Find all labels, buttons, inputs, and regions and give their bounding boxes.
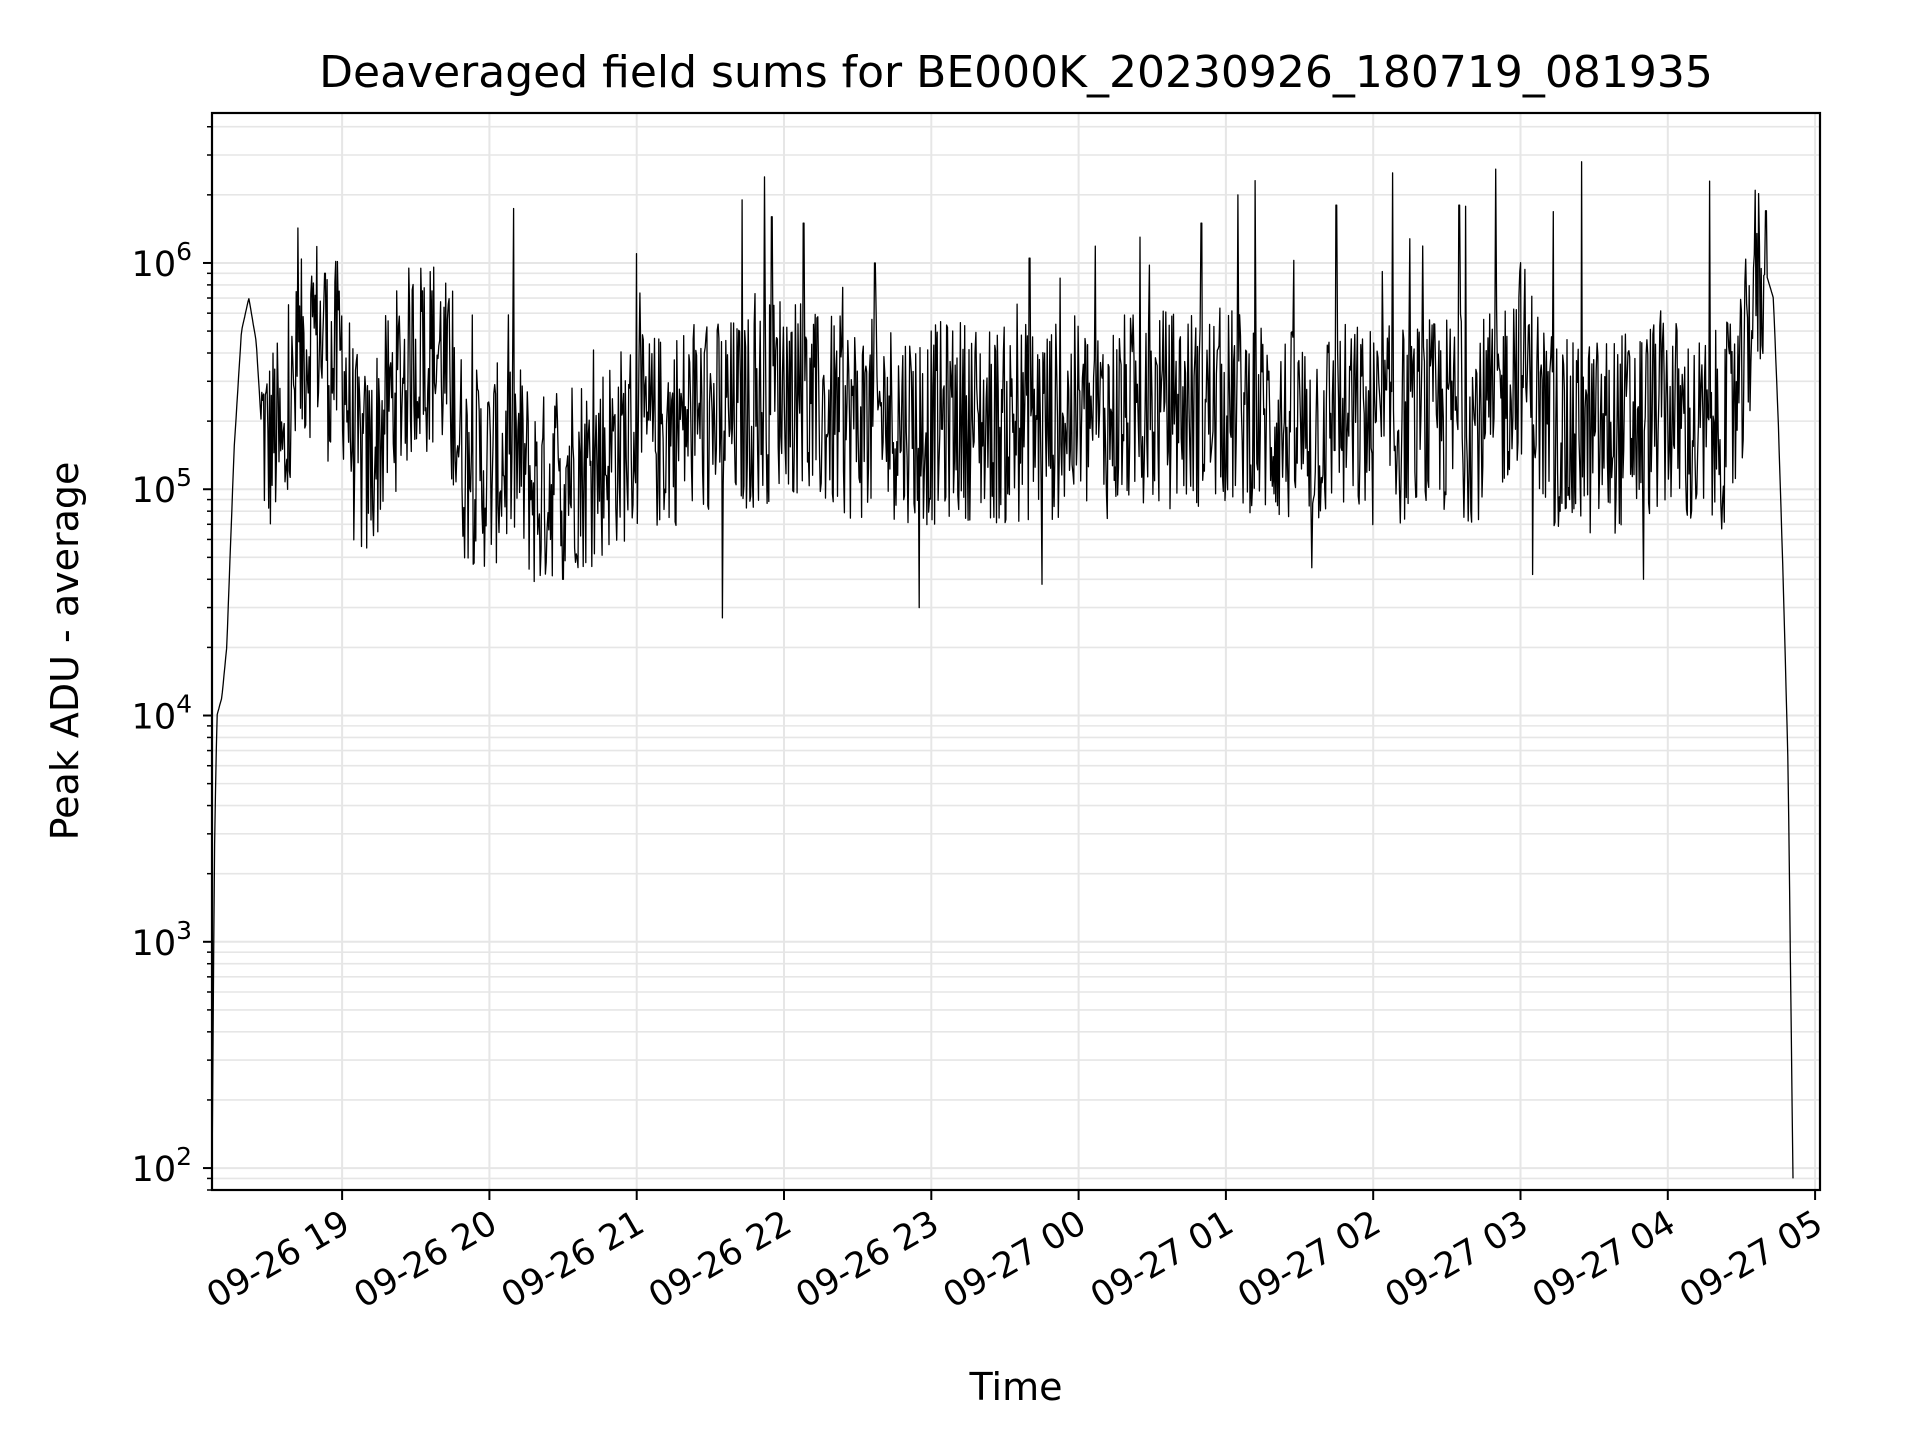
y-tick-label: 106: [132, 237, 192, 285]
y-tick-label: 105: [132, 463, 192, 511]
y-tick-label: 104: [132, 690, 192, 738]
y-tick-exponent: 3: [176, 916, 192, 945]
y-tick-exponent: 6: [176, 237, 192, 266]
y-tick-exponent: 2: [176, 1142, 192, 1171]
y-tick-base: 10: [132, 245, 177, 285]
y-tick-exponent: 5: [176, 463, 192, 492]
y-tick-base: 10: [132, 471, 177, 511]
x-axis-label: Time: [969, 1365, 1063, 1409]
y-axis-label: Peak ADU - average: [43, 462, 87, 841]
y-tick-label: 102: [132, 1142, 192, 1190]
y-tick-base: 10: [132, 924, 177, 964]
chart-title: Deaveraged field sums for BE000K_2023092…: [319, 47, 1713, 98]
y-tick-exponent: 4: [176, 690, 192, 719]
series-layer: [211, 161, 1794, 1179]
y-tick-base: 10: [132, 1150, 177, 1190]
plot-frame: [210, 111, 1822, 1192]
grid-lines: [212, 113, 1820, 1191]
series-line: [211, 161, 1794, 1179]
y-tick-label: 103: [132, 916, 192, 964]
y-tick-base: 10: [132, 698, 177, 738]
